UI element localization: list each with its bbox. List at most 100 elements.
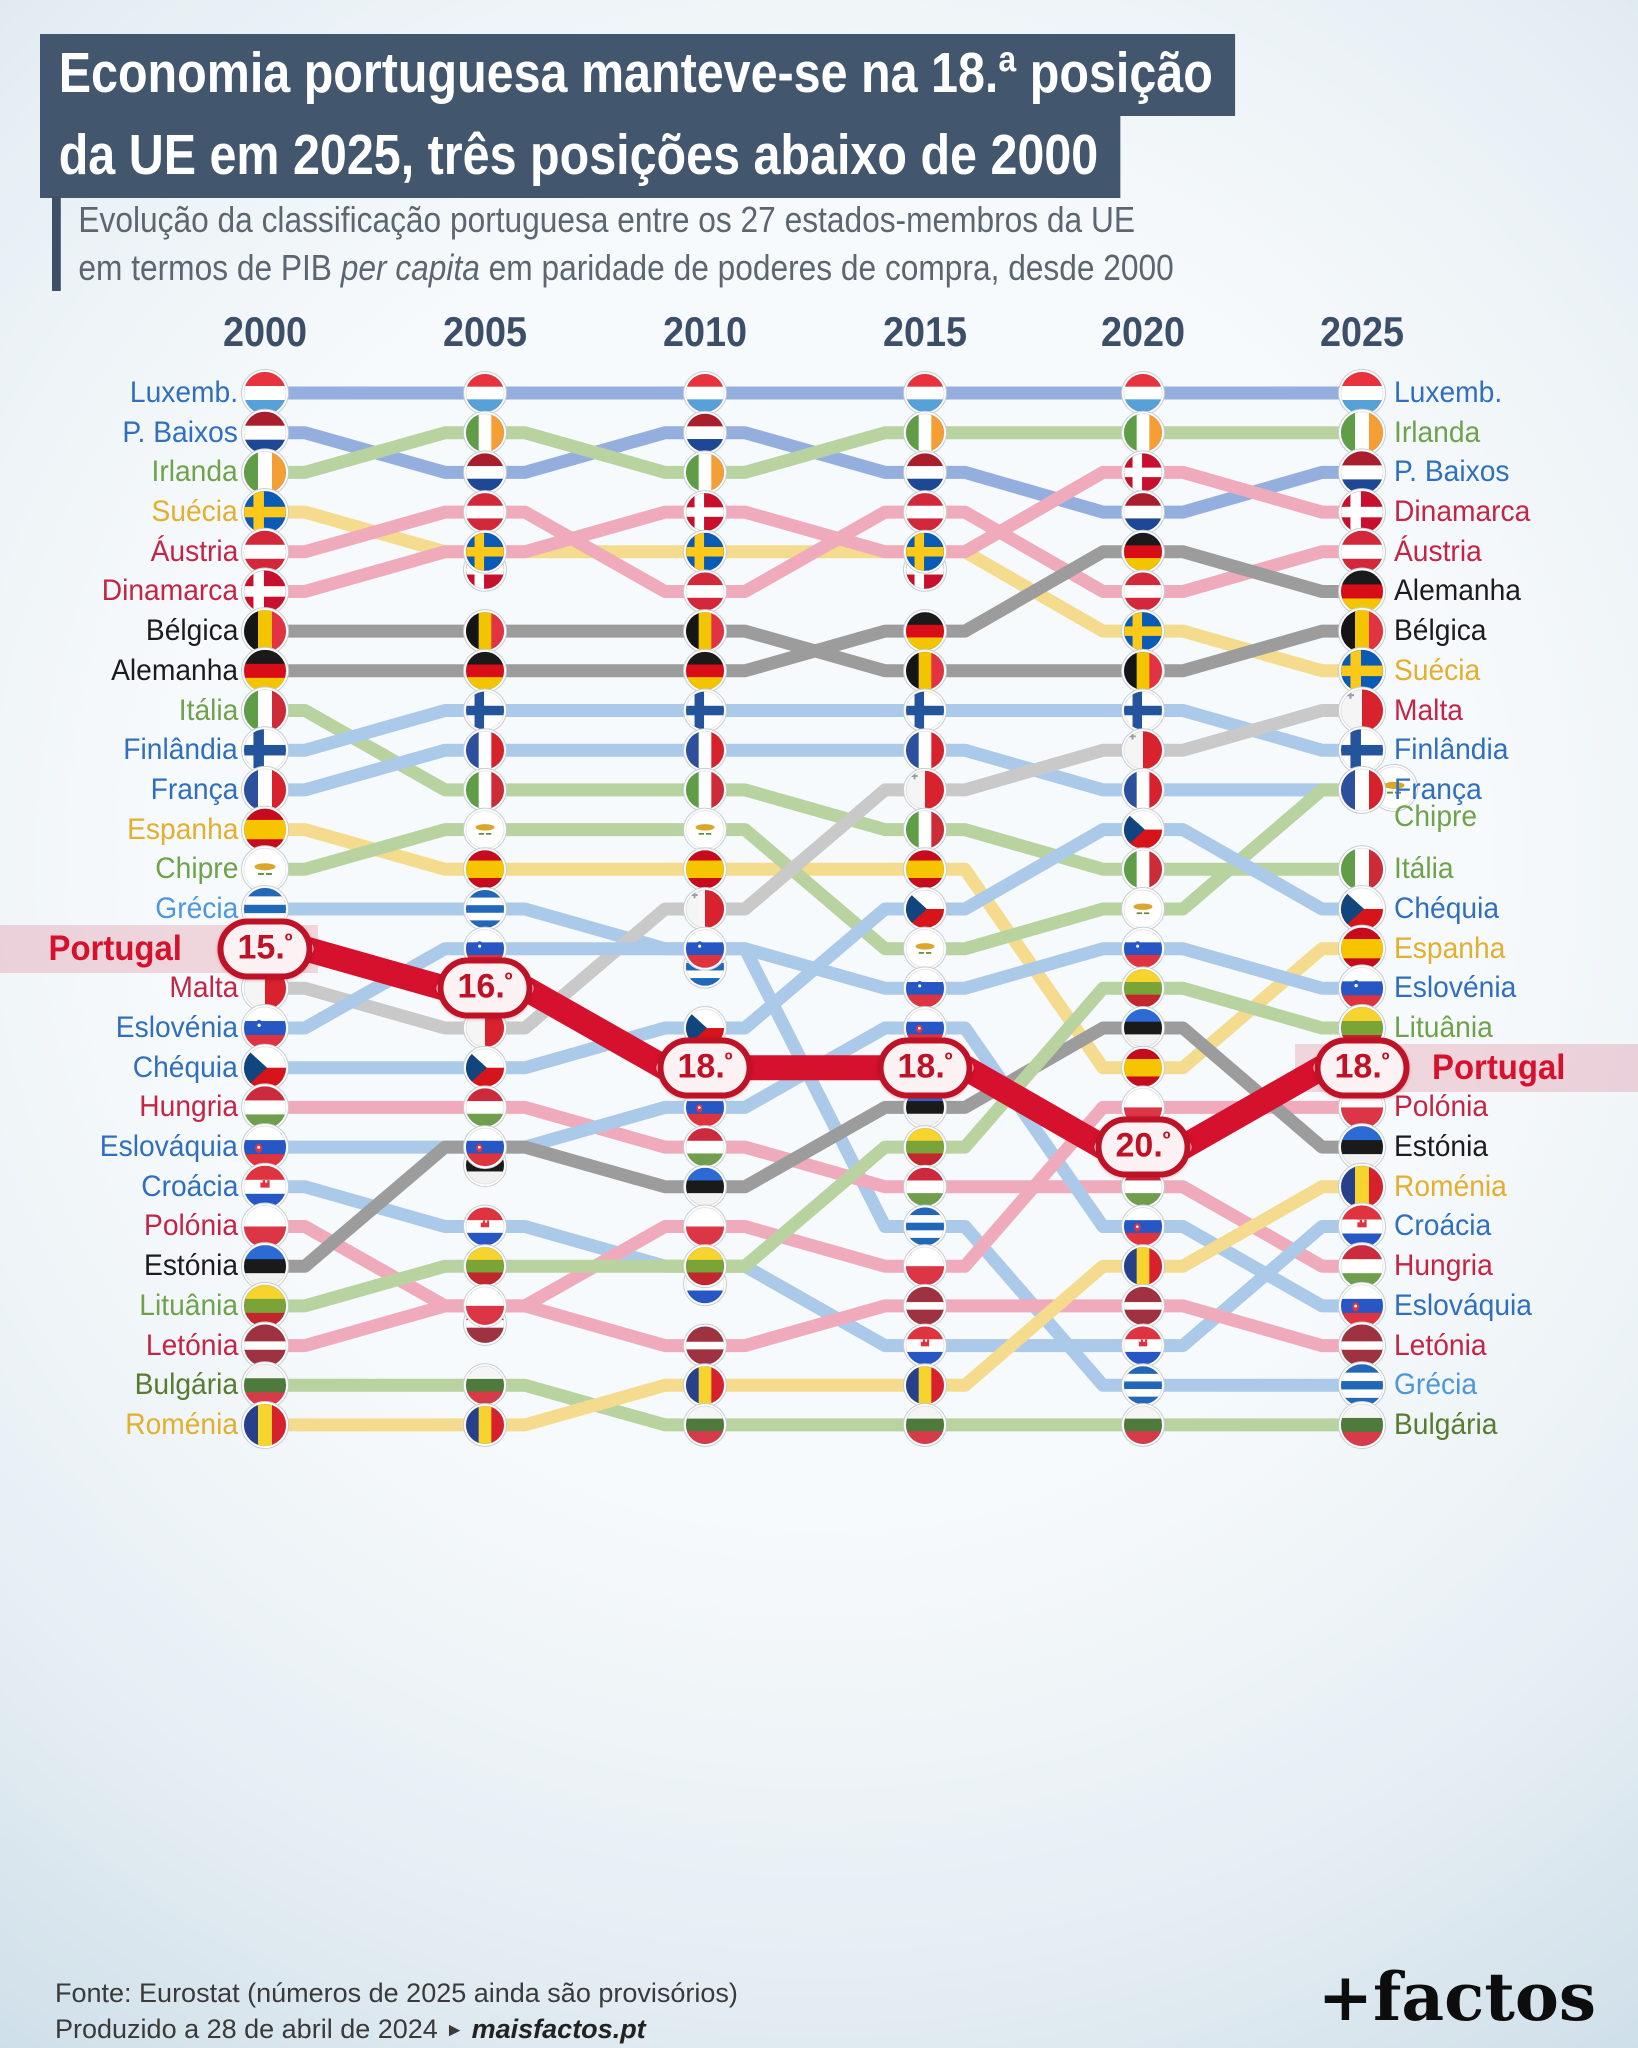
cz-flag-icon	[466, 1048, 504, 1087]
nl-flag-icon	[244, 411, 286, 454]
bg-flag-icon	[906, 1405, 944, 1444]
lu-flag-icon	[1341, 372, 1383, 414]
cy-flag-icon	[686, 810, 724, 849]
it-flag-icon	[686, 770, 724, 809]
gr-flag-icon	[1124, 1366, 1162, 1405]
portugal-line-joint	[436, 979, 454, 997]
ie-flag-icon	[244, 451, 286, 494]
nl-flag-icon	[906, 453, 944, 492]
es-flag-icon	[686, 850, 724, 889]
ie-flag-icon	[686, 453, 724, 492]
ee-flag-icon	[1341, 1126, 1383, 1169]
es-flag-icon	[1124, 1048, 1162, 1087]
portugal-line-joint	[1313, 1059, 1331, 1077]
fr-flag-icon	[1341, 768, 1383, 811]
footer-source: Fonte: Eurostat (números de 2025 ainda s…	[55, 1978, 738, 2008]
de-flag-icon	[1124, 532, 1162, 571]
mt-flag-icon	[906, 770, 944, 809]
hr-flag-icon	[1124, 1326, 1162, 1365]
ro-flag-icon	[244, 1403, 286, 1446]
fi-flag-icon	[466, 691, 504, 730]
gr-flag-icon	[906, 1207, 944, 1246]
mt-flag-icon	[1341, 689, 1383, 732]
line-dk	[258, 465, 1369, 598]
dk-flag-icon	[244, 570, 286, 613]
footer-site-link: maisfactos.pt	[471, 2014, 646, 2044]
fi-flag-icon	[906, 691, 944, 730]
nl-flag-icon	[1341, 451, 1383, 494]
ie-flag-icon	[906, 413, 944, 452]
sk-flag-icon	[244, 1126, 286, 1169]
hr-flag-icon	[1341, 1205, 1383, 1248]
be-flag-icon	[244, 610, 286, 653]
cz-flag-icon	[1124, 810, 1162, 849]
cy-flag-icon	[244, 848, 286, 891]
pl-flag-icon	[244, 1205, 286, 1248]
lv-flag-icon	[1341, 1324, 1383, 1367]
portugal-line-joint	[516, 979, 534, 997]
chart-subtitle: Evolução da classificação portuguesa ent…	[52, 196, 1174, 292]
hu-flag-icon	[686, 1128, 724, 1167]
fi-flag-icon	[686, 691, 724, 730]
subtitle-line-2-prefix: em termos de PIB	[78, 246, 341, 288]
be-flag-icon	[686, 612, 724, 651]
se-flag-icon	[686, 532, 724, 571]
page-title-line-2: da UE em 2025, três posições abaixo de 2…	[40, 116, 1121, 199]
pl-flag-icon	[906, 1247, 944, 1286]
se-flag-icon	[466, 532, 504, 571]
se-flag-icon	[906, 532, 944, 571]
ie-flag-icon	[1124, 413, 1162, 452]
it-flag-icon	[244, 689, 286, 732]
de-flag-icon	[244, 649, 286, 692]
lt-flag-icon	[686, 1247, 724, 1286]
sk-flag-icon	[1124, 1207, 1162, 1246]
lv-flag-icon	[244, 1324, 286, 1367]
cz-flag-icon	[244, 1046, 286, 1089]
lu-flag-icon	[906, 374, 944, 412]
fr-flag-icon	[1124, 770, 1162, 809]
nl-flag-icon	[686, 413, 724, 452]
si-flag-icon	[686, 929, 724, 968]
cz-flag-icon	[1341, 887, 1383, 930]
dk-flag-icon	[1341, 491, 1383, 534]
cy-flag-icon	[1124, 889, 1162, 928]
nl-flag-icon	[466, 453, 504, 492]
ie-flag-icon	[1341, 411, 1383, 454]
bg-flag-icon	[686, 1405, 724, 1444]
ro-flag-icon	[686, 1366, 724, 1405]
portugal-line-joint	[656, 1059, 674, 1077]
it-flag-icon	[1341, 848, 1383, 891]
si-flag-icon	[1124, 929, 1162, 968]
dk-flag-icon	[686, 493, 724, 532]
be-flag-icon	[1124, 651, 1162, 690]
brand-logo: +factos	[1317, 1958, 1596, 2036]
footer: Fonte: Eurostat (números de 2025 ainda s…	[55, 1975, 738, 2048]
fi-flag-icon	[1124, 691, 1162, 730]
de-flag-icon	[1341, 570, 1383, 613]
at-flag-icon	[906, 493, 944, 532]
portugal-line-joint	[1174, 1138, 1192, 1156]
line-hu	[258, 1100, 1369, 1273]
bg-flag-icon	[466, 1366, 504, 1405]
ie-flag-icon	[466, 413, 504, 452]
es-flag-icon	[244, 808, 286, 851]
se-flag-icon	[1341, 649, 1383, 692]
page-title-line-1: Economia portuguesa manteve-se na 18.ª p…	[40, 34, 1235, 117]
mt-flag-icon	[1124, 731, 1162, 770]
at-flag-icon	[1124, 572, 1162, 611]
lt-flag-icon	[466, 1247, 504, 1286]
si-flag-icon	[906, 969, 944, 1008]
it-flag-icon	[906, 810, 944, 849]
ro-flag-icon	[1124, 1247, 1162, 1286]
cz-flag-icon	[906, 889, 944, 928]
nl-flag-icon	[1124, 493, 1162, 532]
sk-flag-icon	[466, 1128, 504, 1167]
at-flag-icon	[1341, 530, 1383, 573]
footer-produced: Produzido a 28 de abril de 2024 ► maisfa…	[55, 2014, 646, 2044]
hr-flag-icon	[244, 1165, 286, 1208]
de-flag-icon	[906, 612, 944, 651]
line-it	[258, 704, 1369, 876]
hu-flag-icon	[466, 1088, 504, 1127]
